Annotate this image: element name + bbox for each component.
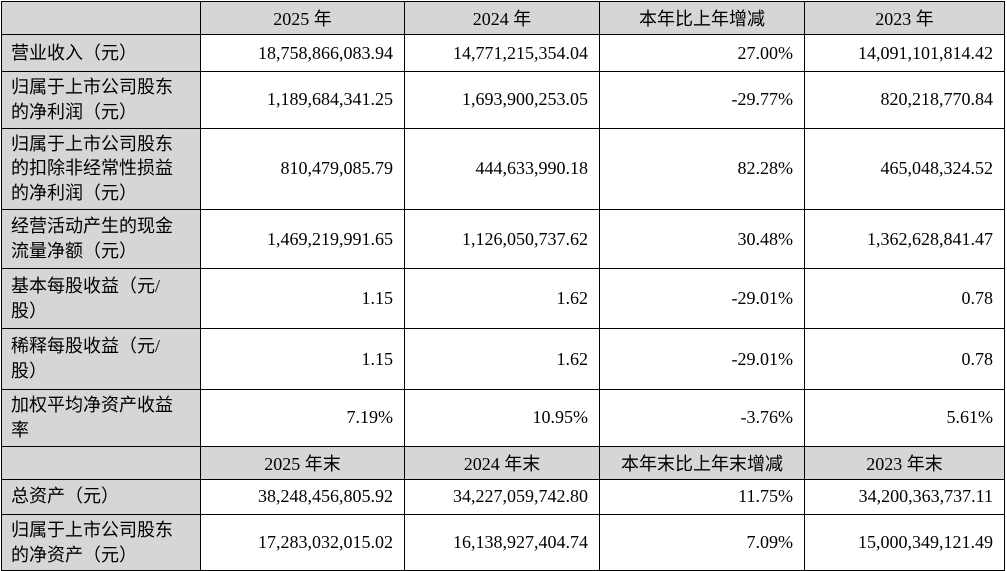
value-2023: 15,000,349,121.49 bbox=[804, 513, 1005, 571]
header-year-2023: 2023 年 bbox=[804, 1, 1005, 35]
row-label: 归属于上市公司股东的净利润（元） bbox=[1, 71, 201, 129]
table-row-revenue: 营业收入（元） 18,758,866,083.94 14,771,215,354… bbox=[1, 34, 1005, 72]
value-2023: 14,091,101,814.42 bbox=[804, 34, 1005, 72]
point-in-time-header-row: 2025 年末 2024 年末 本年末比上年末增减 2023 年末 bbox=[1, 445, 1005, 480]
row-label: 归属于上市公司股东的净资产（元） bbox=[1, 513, 201, 571]
value-2024: 444,633,990.18 bbox=[404, 127, 600, 211]
value-2025: 18,758,866,083.94 bbox=[200, 34, 405, 72]
value-change: 82.28% bbox=[599, 127, 805, 211]
value-2025: 1.15 bbox=[200, 328, 405, 391]
header-end-2025: 2025 年末 bbox=[200, 445, 405, 480]
value-change: 11.75% bbox=[599, 478, 805, 515]
header-empty-cell bbox=[1, 1, 201, 35]
row-label: 总资产（元） bbox=[1, 478, 201, 515]
row-label: 经营活动产生的现金流量净额（元） bbox=[1, 209, 201, 270]
value-change: -29.01% bbox=[599, 268, 805, 330]
value-2024: 1,693,900,253.05 bbox=[404, 71, 600, 129]
value-2025: 38,248,456,805.92 bbox=[200, 478, 405, 515]
header-year-2024: 2024 年 bbox=[404, 1, 600, 35]
value-2023: 0.78 bbox=[804, 268, 1005, 330]
value-2024: 1,126,050,737.62 bbox=[404, 209, 600, 270]
value-2024: 1.62 bbox=[404, 328, 600, 391]
value-2024: 1.62 bbox=[404, 268, 600, 330]
table-row-net-assets: 归属于上市公司股东的净资产（元） 17,283,032,015.02 16,13… bbox=[1, 513, 1005, 571]
value-2024: 14,771,215,354.04 bbox=[404, 34, 600, 72]
value-2024: 10.95% bbox=[404, 389, 600, 447]
value-change: -3.76% bbox=[599, 389, 805, 447]
header-end-2023: 2023 年末 bbox=[804, 445, 1005, 480]
table-row-net-profit: 归属于上市公司股东的净利润（元） 1,189,684,341.25 1,693,… bbox=[1, 71, 1005, 129]
header-year-2025: 2025 年 bbox=[200, 1, 405, 35]
value-2025: 1,189,684,341.25 bbox=[200, 71, 405, 129]
header-end-yoy-change: 本年末比上年末增减 bbox=[599, 445, 805, 480]
header-empty-cell bbox=[1, 445, 201, 480]
table-row-basic-eps: 基本每股收益（元/股） 1.15 1.62 -29.01% 0.78 bbox=[1, 268, 1005, 330]
value-change: 30.48% bbox=[599, 209, 805, 270]
value-2024: 34,227,059,742.80 bbox=[404, 478, 600, 515]
header-end-2024: 2024 年末 bbox=[404, 445, 600, 480]
row-label: 稀释每股收益（元/股） bbox=[1, 328, 201, 391]
table-row-weighted-avg-roe: 加权平均净资产收益率 7.19% 10.95% -3.76% 5.61% bbox=[1, 389, 1005, 447]
value-2025: 7.19% bbox=[200, 389, 405, 447]
value-change: -29.77% bbox=[599, 71, 805, 129]
value-2023: 465,048,324.52 bbox=[804, 127, 1005, 211]
table-row-net-profit-excl-nonrecurring: 归属于上市公司股东的扣除非经常性损益的净利润（元） 810,479,085.79… bbox=[1, 127, 1005, 211]
table-row-total-assets: 总资产（元） 38,248,456,805.92 34,227,059,742.… bbox=[1, 478, 1005, 515]
table-row-operating-cash-flow: 经营活动产生的现金流量净额（元） 1,469,219,991.65 1,126,… bbox=[1, 209, 1005, 270]
value-2025: 810,479,085.79 bbox=[200, 127, 405, 211]
row-label: 基本每股收益（元/股） bbox=[1, 268, 201, 330]
value-change: 27.00% bbox=[599, 34, 805, 72]
value-2023: 820,218,770.84 bbox=[804, 71, 1005, 129]
value-2024: 16,138,927,404.74 bbox=[404, 513, 600, 571]
value-2025: 1.15 bbox=[200, 268, 405, 330]
value-2025: 1,469,219,991.65 bbox=[200, 209, 405, 270]
value-2023: 5.61% bbox=[804, 389, 1005, 447]
header-yoy-change: 本年比上年增减 bbox=[599, 1, 805, 35]
row-label: 营业收入（元） bbox=[1, 34, 201, 72]
value-2023: 0.78 bbox=[804, 328, 1005, 391]
value-2023: 34,200,363,737.11 bbox=[804, 478, 1005, 515]
value-2025: 17,283,032,015.02 bbox=[200, 513, 405, 571]
row-label: 加权平均净资产收益率 bbox=[1, 389, 201, 447]
value-change: 7.09% bbox=[599, 513, 805, 571]
table-row-diluted-eps: 稀释每股收益（元/股） 1.15 1.62 -29.01% 0.78 bbox=[1, 328, 1005, 391]
value-change: -29.01% bbox=[599, 328, 805, 391]
row-label: 归属于上市公司股东的扣除非经常性损益的净利润（元） bbox=[1, 127, 201, 211]
period-header-row: 2025 年 2024 年 本年比上年增减 2023 年 bbox=[1, 1, 1005, 35]
value-2023: 1,362,628,841.47 bbox=[804, 209, 1005, 270]
